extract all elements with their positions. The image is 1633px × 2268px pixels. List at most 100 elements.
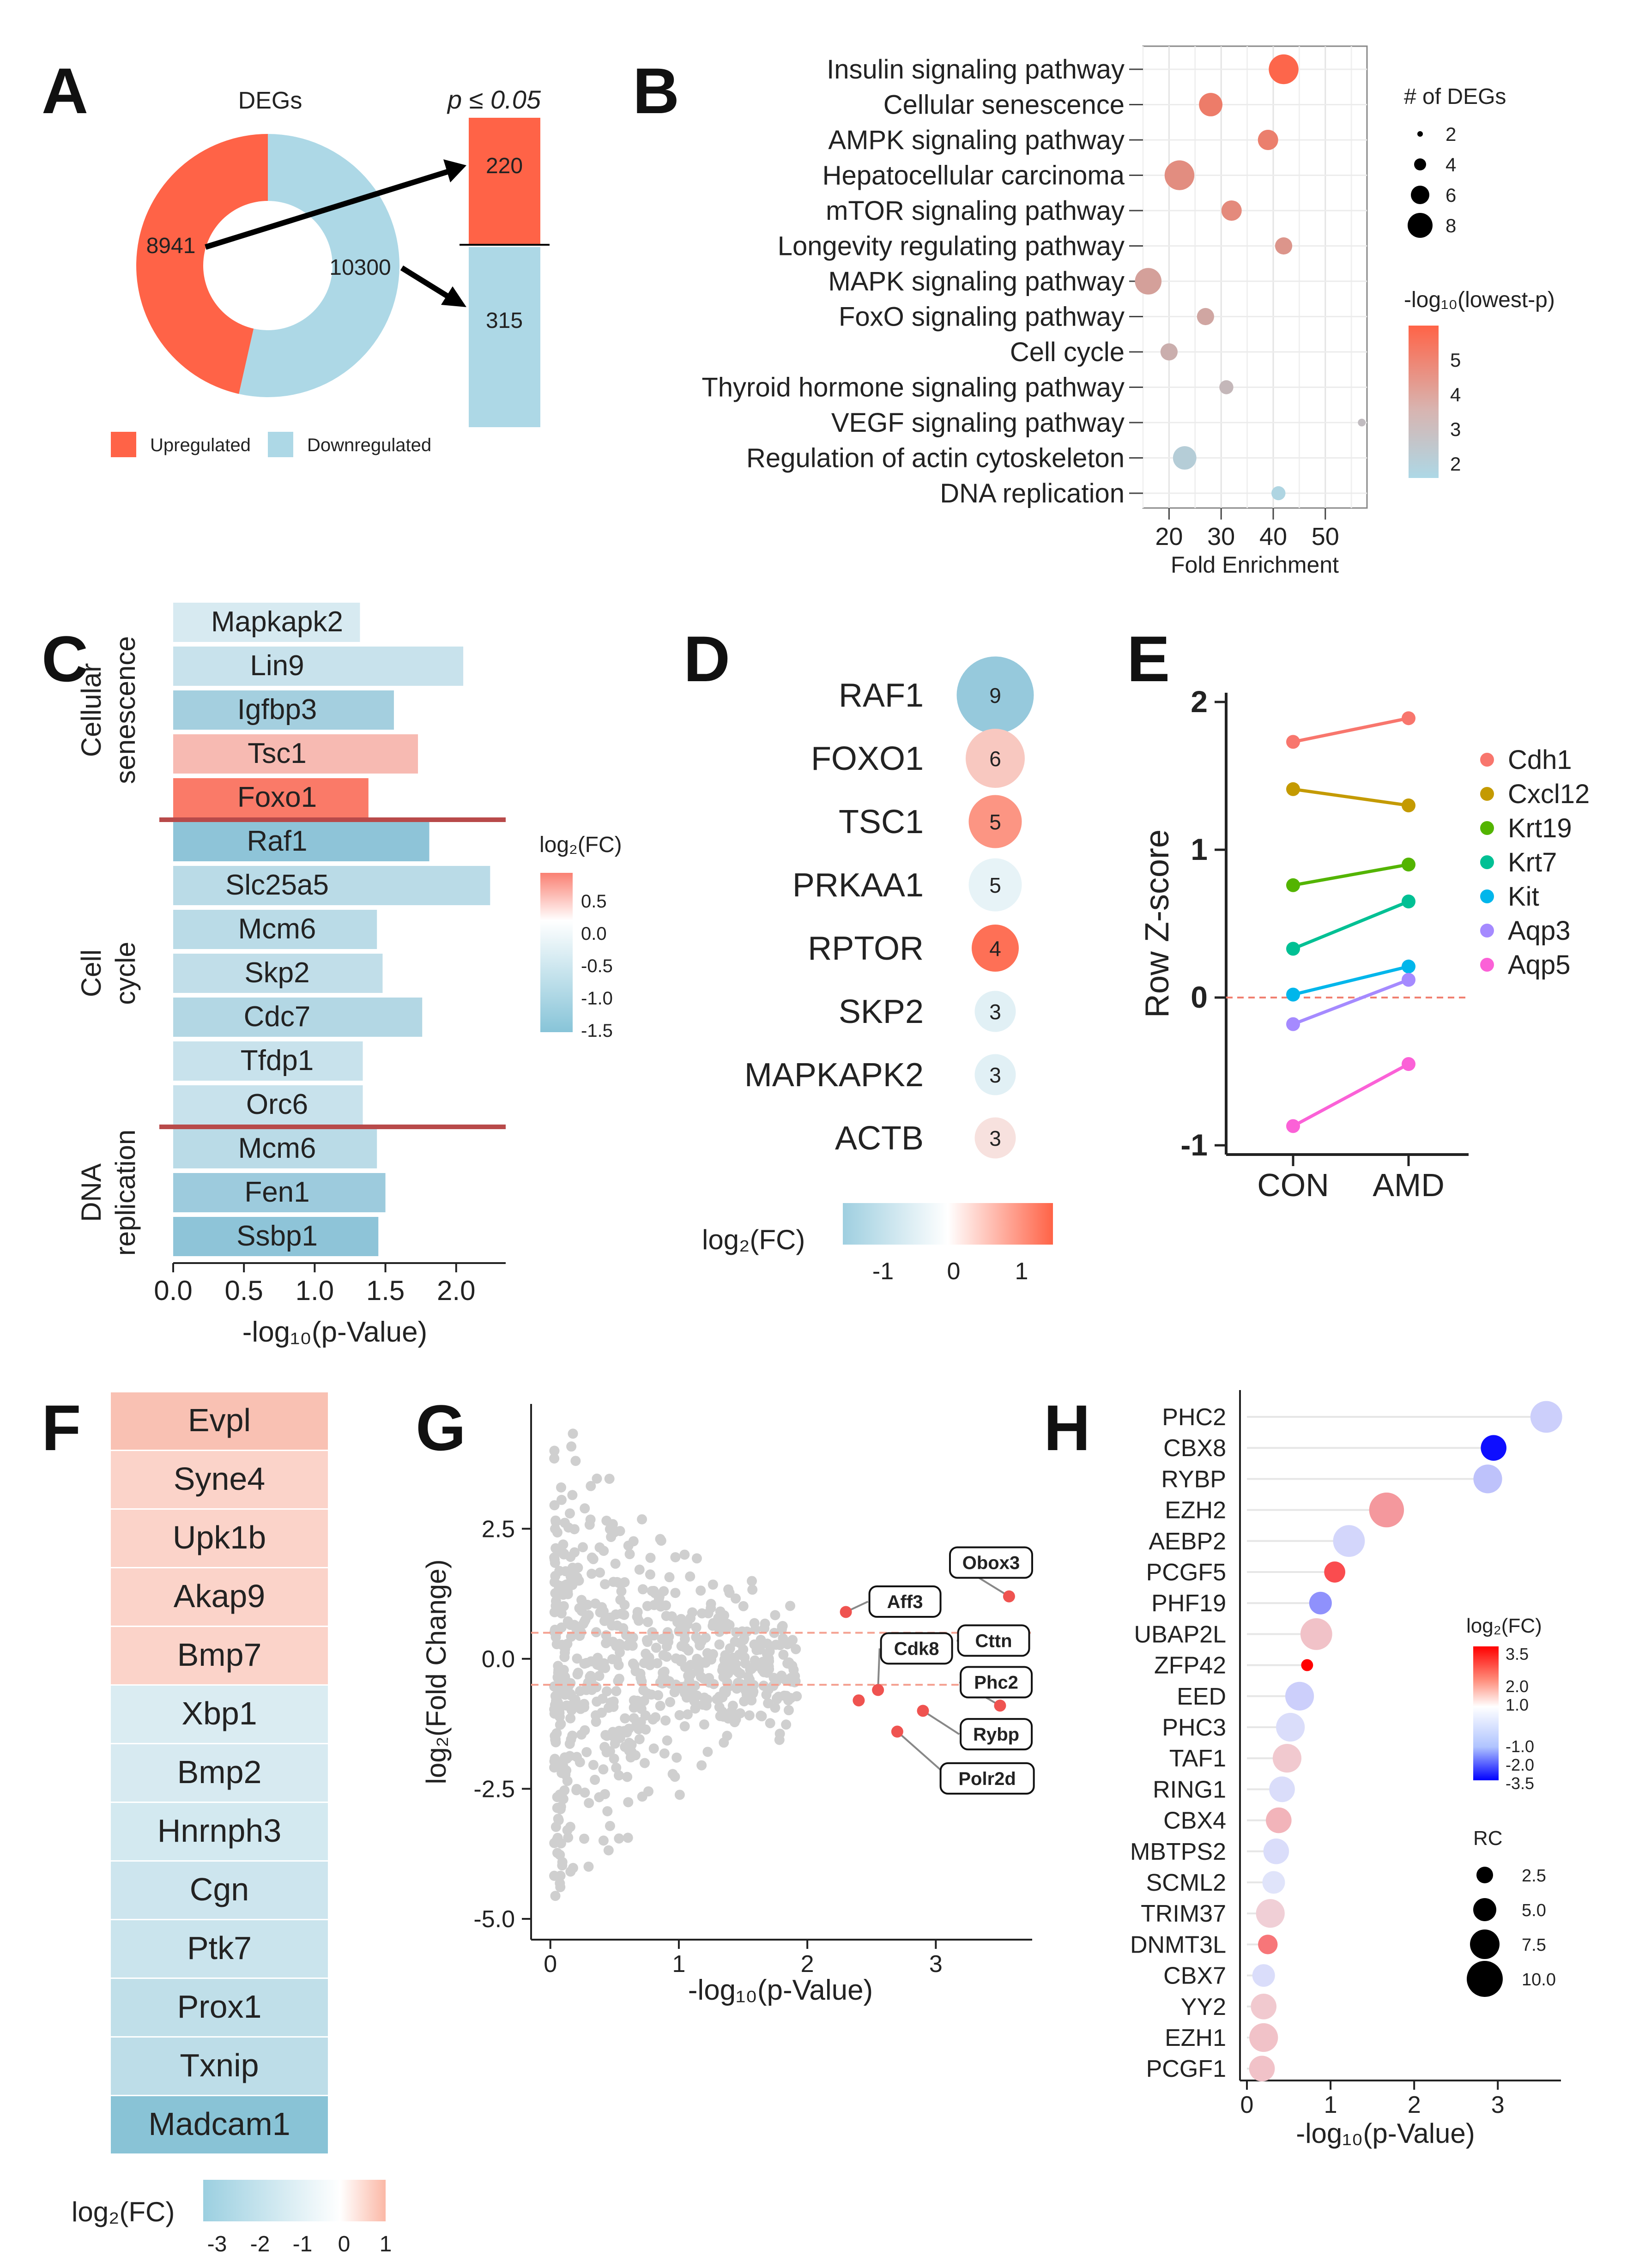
gene-label: UBAP2L — [1134, 1621, 1226, 1648]
heatmap-cell — [111, 2038, 328, 2095]
background-point — [676, 1654, 687, 1665]
pvalue-bar — [173, 910, 377, 949]
panel-b-label: B — [633, 54, 679, 127]
background-point — [568, 1569, 579, 1579]
panel-g-highlighted: Obox3 Aff3 Cttn Cdk8 Phc2 Rybp Polr2d — [840, 1546, 1035, 1795]
arrow-up — [205, 168, 451, 250]
background-point — [588, 1760, 599, 1770]
heatmap-cell — [111, 1510, 328, 1567]
background-point — [562, 1589, 573, 1599]
background-point — [789, 1675, 800, 1686]
enrichment-point — [1160, 343, 1178, 361]
bar-gene-label: Slc25a5 — [225, 869, 329, 901]
panel-f-heatmap: Evpl Syne4 Upk1b Akap9 Bmp7 Xbp1 Bmp2 Hnrnph3 Cg… — [111, 1392, 328, 2153]
highlight-point — [891, 1725, 903, 1738]
background-point — [674, 1710, 685, 1720]
pvalue-bar — [173, 778, 369, 817]
background-point — [590, 1598, 601, 1609]
legend-label-up: Upregulated — [150, 435, 251, 455]
size-legend-dot — [1411, 186, 1429, 204]
panel-b-grid — [1142, 46, 1367, 508]
background-point — [558, 1601, 569, 1611]
background-point — [580, 1615, 591, 1625]
gene-label: PHC3 — [1162, 1714, 1226, 1741]
panel-c-bars: Mapkapk2 Lin9 Igfbp3 Tsc1 Foxo1 Raf1 Slc25a5 Mc… — [173, 603, 490, 1256]
background-point — [734, 1668, 744, 1678]
background-point — [618, 1623, 629, 1633]
background-point — [782, 1658, 793, 1669]
background-point — [558, 1665, 569, 1675]
size-legend-label: 8 — [1446, 215, 1456, 236]
lollipop-head — [1285, 1681, 1314, 1711]
size-legend-dot — [1473, 1898, 1496, 1921]
term-label: Longevity regulating pathway — [778, 231, 1125, 261]
background-point — [783, 1705, 794, 1716]
lollipop-head — [1249, 2056, 1275, 2082]
background-point — [615, 1526, 625, 1536]
series-line — [1293, 965, 1409, 997]
background-point — [571, 1784, 582, 1794]
gene-label: EED — [1177, 1683, 1226, 1710]
background-point — [575, 1686, 586, 1696]
background-point — [551, 1835, 562, 1845]
size-legend-dot — [1417, 131, 1423, 137]
highlight-point — [840, 1606, 852, 1618]
bubble-count: 3 — [989, 1126, 1001, 1150]
background-point — [550, 1734, 561, 1744]
background-point — [770, 1702, 780, 1713]
pvalue-bar — [173, 1085, 363, 1125]
background-point — [606, 1532, 617, 1542]
heatmap-cell — [111, 1803, 328, 1860]
color-legend-tick: 4 — [1450, 384, 1461, 405]
size-legend: 2 4 6 8 — [1408, 123, 1456, 238]
background-point — [676, 1614, 686, 1624]
background-point — [702, 1648, 713, 1658]
panel-h-size-legend: 2.5 5.0 7.5 10.0 — [1467, 1866, 1556, 1997]
panel-d-legend-ticks: -1 0 1 — [872, 1258, 1028, 1285]
lollipop-head — [1251, 1994, 1277, 2020]
background-point — [573, 1668, 583, 1678]
lollipop-head — [1301, 1659, 1313, 1671]
background-point — [666, 1611, 677, 1622]
gene-label-box — [939, 1762, 1035, 1795]
lollipop-head — [1262, 1871, 1285, 1894]
lollipop-head — [1252, 1964, 1275, 1987]
background-point — [552, 1527, 562, 1538]
background-point — [565, 1866, 576, 1877]
heatmap-gene-label: Syne4 — [174, 1461, 265, 1497]
y-tick-label: 0 — [1191, 980, 1208, 1014]
background-point — [569, 1524, 580, 1535]
series-point — [1402, 959, 1415, 974]
bubble-count: 5 — [989, 873, 1001, 897]
background-point — [658, 1668, 668, 1678]
background-point — [598, 1764, 609, 1775]
background-point — [623, 1797, 634, 1808]
y-tick-label: 0.0 — [482, 1646, 515, 1673]
background-point — [558, 1549, 569, 1560]
x-tick-label: CON — [1257, 1167, 1329, 1203]
legend-label: Cxcl12 — [1508, 779, 1590, 809]
background-point — [749, 1639, 760, 1650]
term-label: Hepatocellular carcinoma — [823, 161, 1125, 191]
x-tick-label: 2 — [1408, 2092, 1421, 2118]
background-point — [567, 1699, 578, 1710]
lollipop-head — [1481, 1435, 1506, 1461]
background-point — [550, 1601, 561, 1611]
panel-c-groups: Cellular senescence Cell cycle DNA replicatio… — [76, 636, 506, 1256]
enrichment-point — [1269, 54, 1299, 85]
gene-bubble — [968, 795, 1022, 848]
background-point — [597, 1707, 607, 1718]
background-point — [562, 1616, 573, 1627]
background-point — [687, 1607, 698, 1618]
background-point — [550, 1891, 561, 1901]
gene-label: Cttn — [975, 1631, 1012, 1651]
background-point — [629, 1702, 639, 1713]
background-point — [582, 1599, 593, 1610]
bar-gene-label: Skp2 — [244, 957, 309, 989]
background-point — [647, 1586, 657, 1597]
background-point — [560, 1644, 570, 1654]
background-point — [659, 1748, 670, 1759]
background-point — [610, 1558, 621, 1569]
background-point — [581, 1747, 592, 1757]
legend-label: Cdh1 — [1508, 745, 1572, 775]
